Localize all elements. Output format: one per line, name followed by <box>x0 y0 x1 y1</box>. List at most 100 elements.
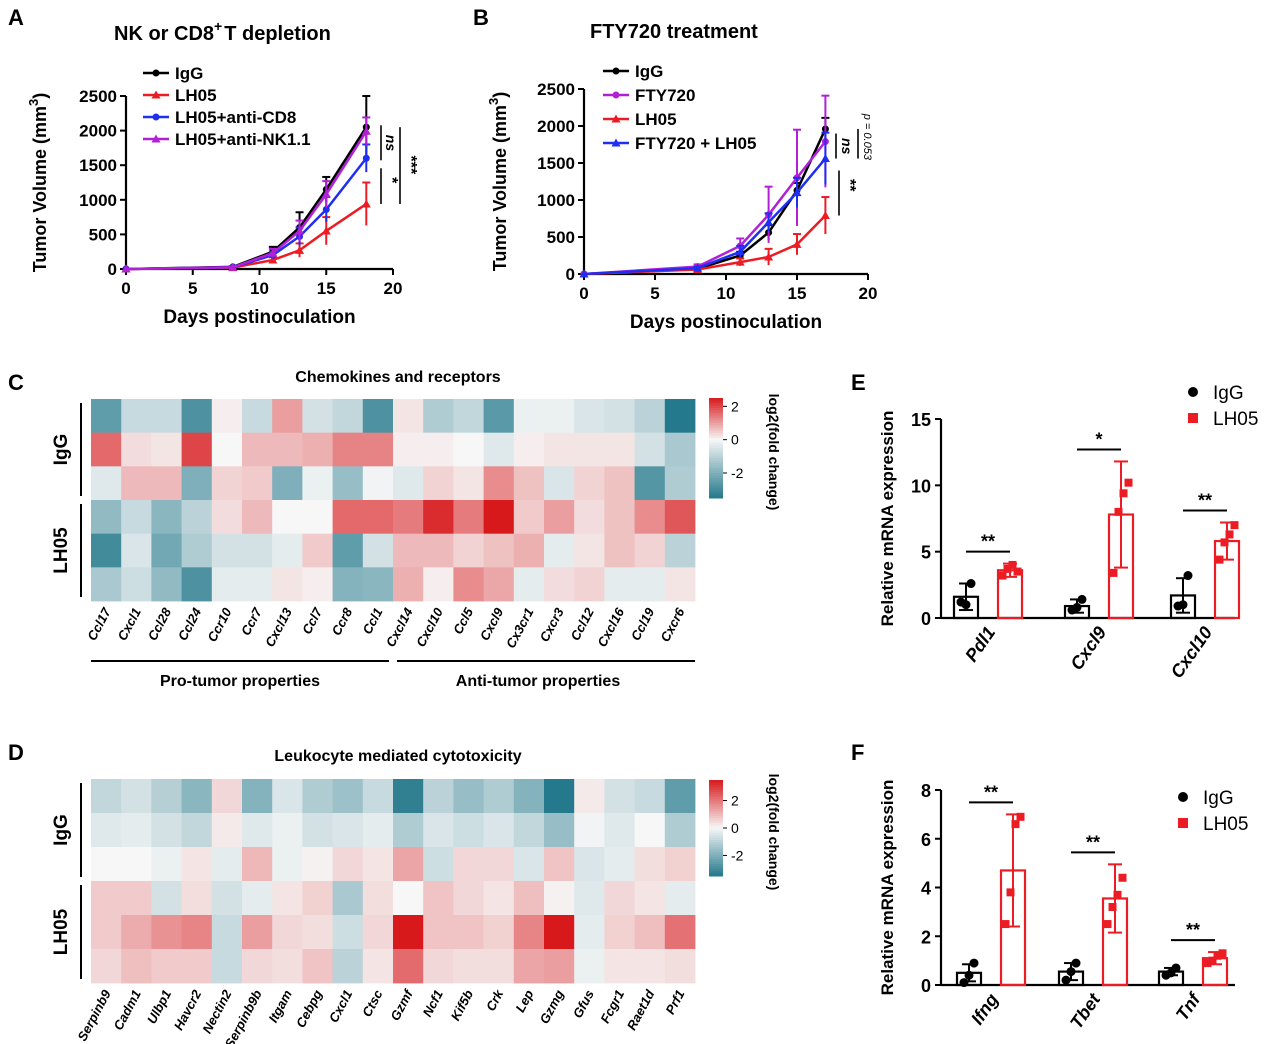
heatmap-cell <box>151 567 182 602</box>
column-label: Cxcl9 <box>477 605 507 643</box>
series-line <box>125 157 368 271</box>
series-line <box>583 140 827 276</box>
heatmap-cell <box>634 432 666 467</box>
colorbar-step <box>709 825 723 829</box>
heatmap-cell <box>362 949 394 984</box>
heatmap-cell <box>664 466 696 501</box>
heatmap-cell <box>393 915 424 950</box>
heatmap-cell <box>664 949 696 984</box>
category-label: Pdl1 <box>961 623 999 666</box>
heatmap-cell <box>242 813 273 848</box>
data-point <box>1077 594 1087 604</box>
colorbar-step <box>709 478 723 481</box>
column-label: Prf1 <box>662 987 687 1016</box>
data-point <box>295 226 305 235</box>
heatmap-cell <box>453 847 484 882</box>
heatmap-cell <box>664 500 696 535</box>
heatmap-cell <box>423 533 454 568</box>
column-label: Cxcl10 <box>413 605 446 650</box>
data-point <box>764 252 774 261</box>
heatmap-cell <box>332 949 364 984</box>
colorbar-step <box>709 470 723 474</box>
category-label: Tbet <box>1066 989 1105 1032</box>
heatmap-cell <box>211 847 243 882</box>
heatmap-cell <box>664 533 696 568</box>
heatmap-cell <box>574 399 605 434</box>
heatmap-cell <box>151 915 182 950</box>
data-point <box>1114 507 1123 516</box>
colorbar-step <box>709 473 723 476</box>
bracket-label-anti-tumor: Anti-tumor properties <box>456 673 621 690</box>
colorbar-step <box>709 423 723 426</box>
x-tick-label: 10 <box>250 279 269 298</box>
heatmap-cell <box>272 466 303 501</box>
heatmap-cell <box>272 779 303 814</box>
heatmap-cell <box>272 500 303 535</box>
heatmap-cell <box>574 847 605 882</box>
column-label: Lep <box>512 987 536 1015</box>
heatmap-cell <box>574 533 605 568</box>
colorbar-step <box>709 450 723 454</box>
y-tick-label: 2 <box>921 927 931 947</box>
panel-letter-b: B <box>473 5 489 30</box>
heatmap-cell <box>91 466 122 501</box>
heatmap-cell <box>151 500 182 535</box>
heatmap-cell <box>121 813 152 848</box>
heatmap-cell <box>393 500 424 535</box>
colorbar-step <box>709 792 723 795</box>
heatmap-cell <box>634 779 666 814</box>
heatmap-cell <box>423 432 454 467</box>
heatmap-cell <box>362 466 394 501</box>
y-tick-label: 0 <box>921 609 931 629</box>
heatmap-cell <box>302 779 333 814</box>
heatmap-cell <box>513 567 545 602</box>
heatmap-cell <box>664 813 696 848</box>
panel-b-title: FTY720 treatment <box>590 21 758 43</box>
heatmap-cell <box>544 432 575 467</box>
data-point <box>321 226 331 235</box>
heatmap-cell <box>332 399 364 434</box>
column-label: Ulbp1 <box>144 987 174 1026</box>
heatmap-cell <box>362 399 394 434</box>
heatmap-cell <box>574 432 605 467</box>
heatmap-cell <box>151 432 182 467</box>
colorbar-step <box>709 428 723 431</box>
panel-c-title: Chemokines and receptors <box>295 369 501 386</box>
legend-marker <box>152 113 160 121</box>
heatmap-cell <box>483 847 515 882</box>
legend-marker <box>1188 413 1198 423</box>
heatmap-cell <box>121 915 152 950</box>
sig-label: ** <box>841 179 858 192</box>
data-point <box>1016 812 1025 821</box>
heatmap-cell <box>513 500 545 535</box>
colorbar-step <box>709 480 723 484</box>
legend-label: FTY720 + LH05 <box>635 134 756 153</box>
sig-label: * <box>1095 429 1102 449</box>
heatmap-cell <box>544 915 575 950</box>
column-label: Cxcr3 <box>537 605 568 645</box>
data-point <box>268 255 278 264</box>
data-point <box>998 571 1007 580</box>
heatmap-cell <box>423 466 454 501</box>
data-point <box>1230 521 1239 530</box>
colorbar-step <box>709 425 723 429</box>
heatmap-cell <box>151 881 182 916</box>
heatmap-cell <box>544 881 575 916</box>
heatmap-cell <box>574 567 605 602</box>
heatmap-cell <box>664 779 696 814</box>
heatmap-cell <box>242 881 273 916</box>
heatmap-cell <box>272 432 303 467</box>
category-label: Ifng <box>967 990 1002 1029</box>
panel-a-title: NK or CD8+ T depletion <box>114 18 331 45</box>
heatmap-cell <box>242 466 273 501</box>
heatmap-cell <box>211 432 243 467</box>
y-tick-label: 0 <box>566 265 575 284</box>
heatmap-cell <box>544 949 575 984</box>
y-tick-label: 2000 <box>79 122 117 141</box>
colorbar-step <box>709 408 723 411</box>
data-point <box>1213 951 1222 960</box>
heatmap-cell <box>211 779 243 814</box>
heatmap-cell <box>362 432 394 467</box>
heatmap-cell <box>272 847 303 882</box>
heatmap-cell <box>302 432 333 467</box>
